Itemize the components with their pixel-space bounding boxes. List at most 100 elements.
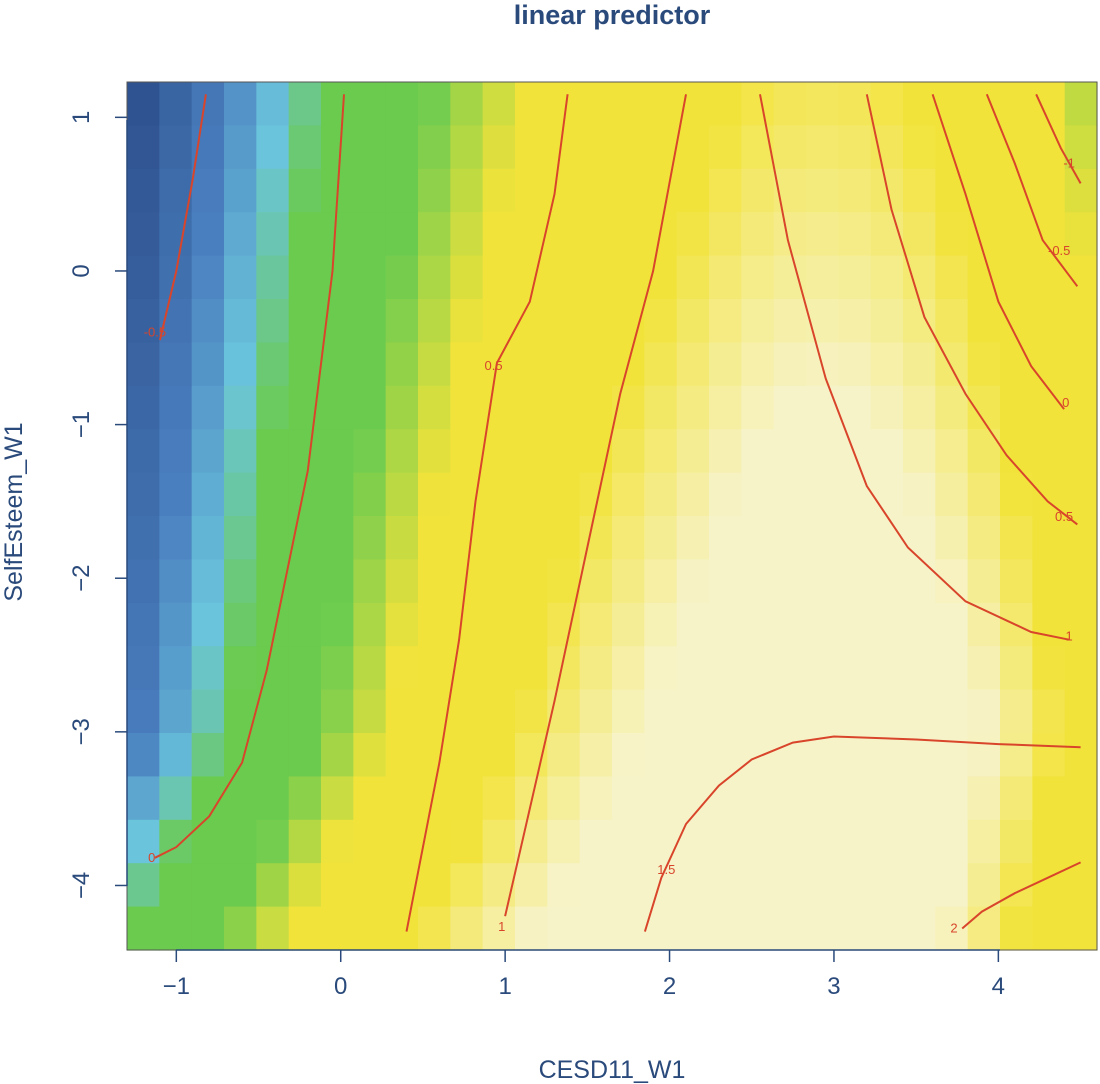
heatmap-cell: [127, 906, 160, 951]
heatmap-cell: [741, 472, 775, 517]
heatmap-cell: [903, 82, 936, 126]
heatmap-cell: [1000, 646, 1033, 691]
heatmap-cell: [127, 689, 160, 734]
heatmap-cell: [838, 212, 872, 257]
heatmap-cell: [418, 733, 451, 777]
heatmap-cell: [450, 472, 484, 517]
heatmap-cell: [159, 342, 193, 387]
heatmap-cell: [288, 689, 322, 734]
heatmap-cell: [127, 863, 160, 908]
heatmap-cell: [676, 212, 710, 257]
heatmap-cell: [709, 819, 742, 864]
heatmap-cell: [773, 472, 807, 517]
heatmap-cell: [935, 776, 969, 821]
heatmap-cell: [450, 168, 484, 213]
contour-line: [985, 93, 1079, 287]
heatmap-cell: [1000, 559, 1033, 604]
heatmap-cell: [191, 516, 225, 560]
heatmap-cell: [288, 82, 322, 126]
heatmap-cell: [1032, 342, 1066, 387]
heatmap-cell: [773, 689, 807, 734]
heatmap-cell: [935, 429, 969, 474]
heatmap-cell: [224, 906, 257, 951]
heatmap-cell: [806, 689, 839, 734]
heatmap-cell: [224, 82, 257, 126]
heatmap-cell: [773, 646, 807, 691]
heatmap-cell: [450, 125, 484, 170]
contour-line: [158, 94, 207, 341]
heatmap-cell: [676, 299, 710, 343]
heatmap-cell: [806, 299, 839, 343]
heatmap-cell: [127, 82, 160, 126]
heatmap-cell: [288, 776, 322, 821]
contour-line: [865, 94, 1078, 526]
heatmap-cell: [191, 82, 225, 126]
heatmap-cell: [838, 255, 872, 300]
heatmap-cell: [353, 472, 387, 517]
contour-label: 1: [1065, 629, 1072, 644]
heatmap-cell: [741, 299, 775, 343]
heatmap-cell: [579, 342, 613, 387]
heatmap-cell: [612, 125, 645, 170]
heatmap-cell: [385, 819, 419, 864]
heatmap-cell: [935, 385, 969, 430]
heatmap-cell: [224, 168, 257, 213]
contour-line: [405, 94, 569, 932]
heatmap-cell: [709, 299, 742, 343]
contour-label: 0.5: [485, 358, 503, 373]
heatmap-cell: [547, 212, 581, 257]
heatmap-cell: [1064, 906, 1098, 951]
heatmap-cell: [773, 429, 807, 474]
heatmap-cell: [547, 385, 581, 430]
heatmap-cell: [418, 385, 451, 430]
heatmap-cell: [321, 906, 354, 951]
heatmap-cell: [191, 255, 225, 300]
heatmap-cell: [838, 733, 872, 777]
heatmap-cell: [418, 429, 451, 474]
heatmap-cell: [1000, 212, 1033, 257]
heatmap-cell: [224, 429, 257, 474]
heatmap-cell: [903, 472, 936, 517]
heatmap-cell: [612, 863, 645, 908]
heatmap-cell: [935, 255, 969, 300]
heatmap-cell: [644, 602, 678, 647]
heatmap-cell: [903, 776, 936, 821]
heatmap-cell: [256, 819, 290, 864]
heatmap-cell: [612, 776, 645, 821]
heatmap-cell: [224, 385, 257, 430]
heatmap-cell: [903, 212, 936, 257]
heatmap-cell: [806, 472, 839, 517]
heatmap-cell: [353, 212, 387, 257]
heatmap-cell: [709, 863, 742, 908]
heatmap-cell: [806, 82, 839, 126]
x-tick-label: 1: [498, 973, 511, 1000]
heatmap-cell: [159, 559, 193, 604]
heatmap-cell: [482, 125, 516, 170]
heatmap-cell: [385, 429, 419, 474]
heatmap-cell: [321, 82, 354, 126]
heatmap-cell: [450, 863, 484, 908]
heatmap-cell: [256, 125, 290, 170]
heatmap-cell: [903, 168, 936, 213]
heatmap-cell: [1064, 733, 1098, 777]
heatmap-cell: [450, 255, 484, 300]
y-axis: −4 −3 −2 −1 0 1: [68, 111, 128, 899]
heatmap-cell: [256, 255, 290, 300]
heatmap-cell: [321, 342, 354, 387]
heatmap-cell: [450, 733, 484, 777]
heatmap-cell: [418, 516, 451, 560]
heatmap-cell: [127, 819, 160, 864]
heatmap-cell: [353, 342, 387, 387]
heatmap-cell: [321, 776, 354, 821]
heatmap-cell: [612, 906, 645, 951]
heatmap-cell: [224, 559, 257, 604]
heatmap-cell: [709, 776, 742, 821]
heatmap-cell: [1032, 863, 1066, 908]
heatmap-cell: [1032, 82, 1066, 126]
heatmap-cell: [741, 168, 775, 213]
heatmap-cell: [870, 429, 904, 474]
heatmap-cell: [482, 255, 516, 300]
heatmap-cell: [450, 299, 484, 343]
heatmap-cell: [967, 299, 1001, 343]
heatmap-cell: [547, 559, 581, 604]
